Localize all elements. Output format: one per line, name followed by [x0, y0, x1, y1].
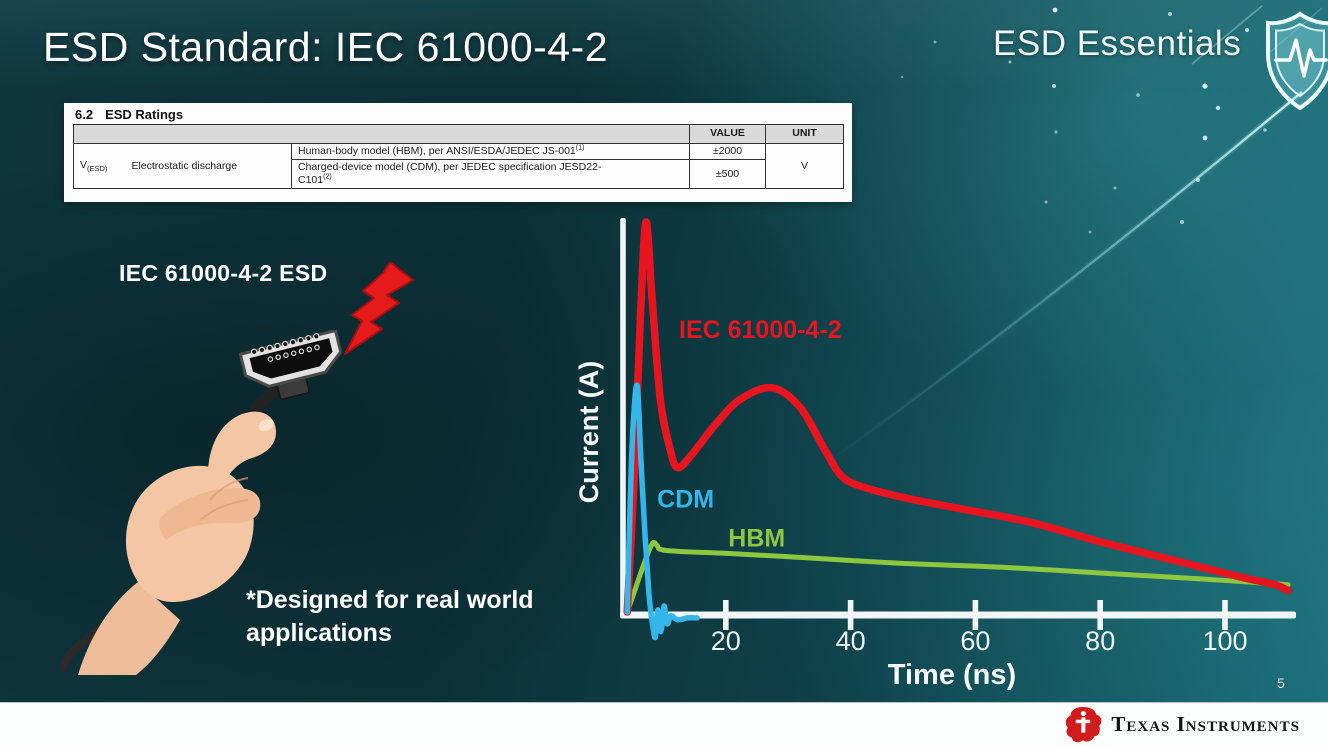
x-axis-tick-label: 80	[1085, 626, 1115, 656]
iec-esd-label: IEC 61000-4-2 ESD	[119, 260, 328, 286]
parameter-name: Electrostatic discharge	[131, 159, 238, 172]
finger-creases	[199, 477, 249, 521]
x-axis-tick	[972, 600, 979, 630]
table-header-unit: UNIT	[765, 124, 844, 144]
x-axis-tick	[1097, 600, 1103, 630]
unit-cell: V	[765, 142, 844, 190]
ti-logo: Texas Instruments	[1064, 705, 1300, 745]
hand-holding-hdmi-cable-illustration	[60, 330, 343, 675]
y-axis-title: Current (A)	[574, 361, 604, 504]
parameter-cell: V(ESD) Electrostatic discharge	[73, 142, 292, 190]
x-axis-tick	[723, 600, 729, 630]
x-axis-line	[620, 611, 1296, 619]
hbm-value-cell: ±2000	[689, 142, 766, 161]
comet-streak	[827, 91, 1303, 463]
designed-for-real-world-note: *Designed for real world applications	[246, 586, 534, 647]
page-title: ESD Standard: IEC 61000-4-2	[43, 24, 609, 70]
section-name: ESD Ratings	[105, 107, 184, 122]
table-header-blank	[73, 124, 690, 144]
x-axis-title: Time (ns)	[888, 659, 1016, 691]
forearm	[78, 582, 180, 675]
series-brand-title: ESD Essentials	[993, 24, 1242, 63]
datasheet-snippet: 6.2 ESD Ratings VALUE UNIT V(ESD) Electro…	[64, 103, 852, 202]
datasheet-section-title: 6.2 ESD Ratings	[73, 106, 843, 124]
page-number: 5	[1277, 675, 1285, 691]
ti-bug-icon	[1066, 706, 1102, 742]
x-axis-tick-label: 40	[836, 626, 866, 656]
y-axis-line	[620, 218, 626, 618]
ti-wordmark: Texas Instruments	[1111, 712, 1300, 736]
waveform-curve-cdm	[624, 382, 700, 641]
hbm-description-cell: Human-body model (HBM), per ANSI/ESDA/JE…	[291, 142, 690, 161]
symbol-v-esd: V(ESD)	[80, 158, 108, 174]
lightning-bolt-icon	[344, 262, 414, 355]
esd-ratings-table: VALUE UNIT V(ESD) Electrostatic discharg…	[73, 124, 844, 190]
x-axis-tick	[847, 600, 854, 630]
x-axis-tick-label: 20	[711, 626, 741, 656]
fist	[125, 465, 254, 602]
index-finger	[208, 411, 276, 490]
table-row: Charged-device model (CDM), per JEDEC sp…	[74, 159, 844, 190]
x-axis-tick	[1222, 600, 1228, 630]
table-row: V(ESD) Electrostatic discharge Human-bod…	[73, 142, 844, 190]
connector-pins	[250, 333, 320, 362]
shield-pulse-icon	[1266, 11, 1328, 111]
fingernail	[258, 418, 274, 432]
x-axis-tick-label: 60	[960, 626, 990, 656]
curve-label-iec-61000-4-2: IEC 61000-4-2	[679, 316, 842, 344]
footer-bar: Texas Instruments	[0, 702, 1328, 746]
hdmi-connector	[238, 330, 343, 401]
table-header-value: VALUE	[689, 124, 766, 144]
cdm-value-cell: ±500	[689, 159, 766, 190]
comet-streak-glow	[826, 89, 1304, 465]
ecg-pulse-line	[1274, 38, 1328, 78]
waveform-curve-hbm	[624, 539, 1291, 615]
waveform-curve-iec-61000-4-2	[623, 218, 1292, 616]
curve-label-hbm: HBM	[728, 524, 785, 552]
cdm-description-cell: Charged-device model (CDM), per JEDEC sp…	[291, 159, 690, 190]
curve-label-cdm: CDM	[657, 485, 714, 513]
x-axis-tick-label: 100	[1202, 626, 1247, 656]
section-number: 6.2	[75, 107, 94, 122]
